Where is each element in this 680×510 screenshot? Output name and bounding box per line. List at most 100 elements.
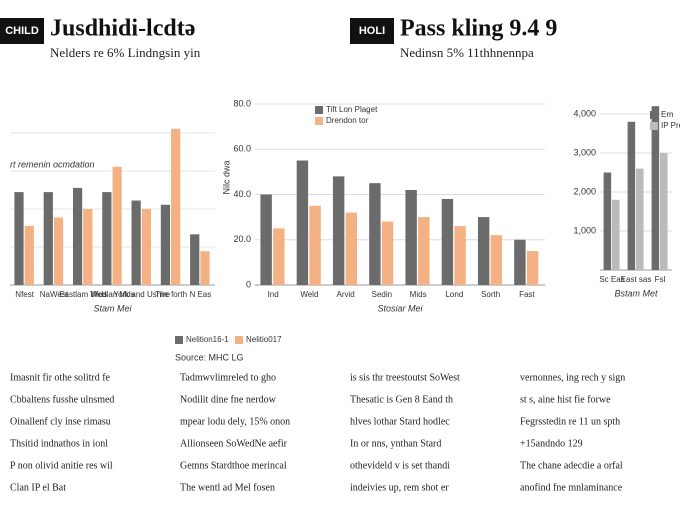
bar	[141, 209, 152, 285]
bar	[171, 128, 181, 285]
bar	[381, 221, 394, 285]
x-axis-label: Bstam Met	[614, 288, 658, 298]
legend-label: Ern	[661, 110, 673, 119]
bar	[332, 176, 345, 285]
body-text: Cbbaltens fusshe ulnsmed	[10, 394, 114, 405]
bar	[441, 199, 454, 285]
body-text: The wentl ad Mel fosen	[180, 482, 275, 493]
bar	[24, 225, 34, 285]
bar	[102, 192, 112, 285]
bar	[603, 172, 612, 270]
bar	[72, 187, 83, 285]
legend-label: Nelition16-1	[186, 335, 229, 344]
bar	[477, 217, 490, 285]
x-tick-label: Fsl	[655, 275, 666, 284]
y-tick-label: 40.0	[233, 189, 251, 199]
body-text: In or nns, ynthan Stard	[350, 438, 441, 449]
body-text: Nodilit dine fne nerdow	[180, 394, 277, 405]
y-tick-label: 60.0	[233, 144, 251, 154]
x-tick-label: Mids	[410, 290, 427, 299]
bar	[160, 204, 171, 285]
bar	[636, 168, 644, 270]
x-tick-label: Weld	[300, 290, 318, 299]
legend-label: IP Pre	[661, 121, 680, 130]
body-text: Fegrsstedin re 11 un spth	[520, 416, 620, 427]
bar	[612, 199, 620, 270]
x-tick-label: NaWest	[40, 290, 69, 299]
badge-box	[350, 18, 394, 44]
legend-swatch	[650, 122, 658, 130]
body-text: anofind fne mnlaminance	[520, 482, 623, 493]
y-tick-label: 2,000	[573, 186, 596, 196]
x-tick-label: Sedin	[372, 290, 392, 299]
bar	[112, 166, 122, 285]
badge: CHILD	[5, 25, 39, 37]
legend-swatch	[235, 336, 243, 344]
body-text: P non olivid anitie res wil	[10, 460, 113, 471]
badge-box	[0, 18, 44, 44]
bar	[660, 153, 668, 270]
x-axis-label: Stosiar Mei	[377, 303, 423, 313]
bar	[526, 251, 539, 285]
x-tick-label: Wedlan Mds	[90, 290, 134, 299]
bar	[131, 200, 141, 285]
body-text: is sis thr treestoutst SoWest	[350, 372, 460, 383]
badge: HOLI	[359, 25, 385, 37]
x-tick-label: East sas	[621, 275, 652, 284]
x-tick-label: Eastlam Mids	[59, 290, 107, 299]
body-text: indeivies up, rem shot er	[350, 482, 449, 493]
bar	[260, 194, 272, 285]
legend-label: Tift Lon Plaget	[326, 105, 378, 114]
annotation: rt remenin ocmdation	[10, 159, 95, 169]
bar	[14, 192, 24, 285]
bar	[454, 226, 466, 285]
bar	[53, 217, 64, 285]
y-tick-label: 80.0	[233, 98, 251, 108]
chart-subtitle: Nelders re 6% Lindngsin yin	[50, 45, 201, 60]
body-text: Gemns Stardthoe merincal	[180, 460, 287, 471]
bar	[309, 205, 321, 285]
bar	[200, 251, 210, 285]
body-text: Thsitid indnathos in ionl	[10, 438, 108, 449]
body-text: Thesatic is Gen 8 Eand th	[350, 394, 453, 405]
body-text: vernonnes, ing rech y sign	[520, 372, 625, 383]
x-tick-label: Sc Eas	[599, 275, 624, 284]
bar	[190, 234, 200, 285]
body-text: Imasnit fir othe solitrd fe	[10, 372, 111, 383]
body-text: Allionseen SoWedNe aefir	[180, 438, 288, 449]
body-text: st s, aine hist fie forwe	[520, 394, 611, 405]
source: Source: MHC LG	[175, 352, 244, 362]
body-text: hlves lothar Stard hodlec	[350, 416, 450, 427]
bar	[627, 121, 636, 270]
bar	[43, 192, 53, 285]
bar	[83, 209, 93, 285]
body-text: Oinallenf cly inse rimasu	[10, 416, 111, 427]
legend-label: Nelitio017	[246, 335, 282, 344]
body-text: mpear lodu dely, 15% onon	[180, 416, 290, 427]
legend-swatch	[175, 336, 183, 344]
y-tick-label: 0	[246, 279, 251, 289]
chart-subtitle: Nedinsn 5% 11thhnennpa	[400, 45, 534, 60]
body-text: The chane adecdie a orfal	[520, 460, 623, 471]
chart-title: Pass kling 9.4 9	[400, 16, 557, 42]
y-tick-label: 4,000	[573, 108, 596, 118]
y-tick-label: 20.0	[233, 234, 251, 244]
legend-swatch	[650, 111, 658, 119]
bar	[490, 235, 503, 285]
body-text: +15andndo 129	[520, 438, 583, 449]
x-tick-label: Fast	[519, 290, 535, 299]
bar	[418, 217, 430, 285]
bar	[651, 106, 660, 270]
bar	[405, 189, 417, 285]
legend-swatch	[315, 106, 323, 114]
bar	[345, 212, 358, 285]
x-tick-label: Arvid	[337, 290, 355, 299]
bar	[273, 228, 285, 285]
bar	[369, 183, 381, 285]
y-axis-label: Nilc dwa	[221, 160, 231, 194]
bar	[296, 160, 309, 285]
y-tick-label: 1,000	[573, 225, 596, 235]
x-tick-label: Sorth	[481, 290, 500, 299]
legend-label: Drendon tor	[326, 116, 369, 125]
